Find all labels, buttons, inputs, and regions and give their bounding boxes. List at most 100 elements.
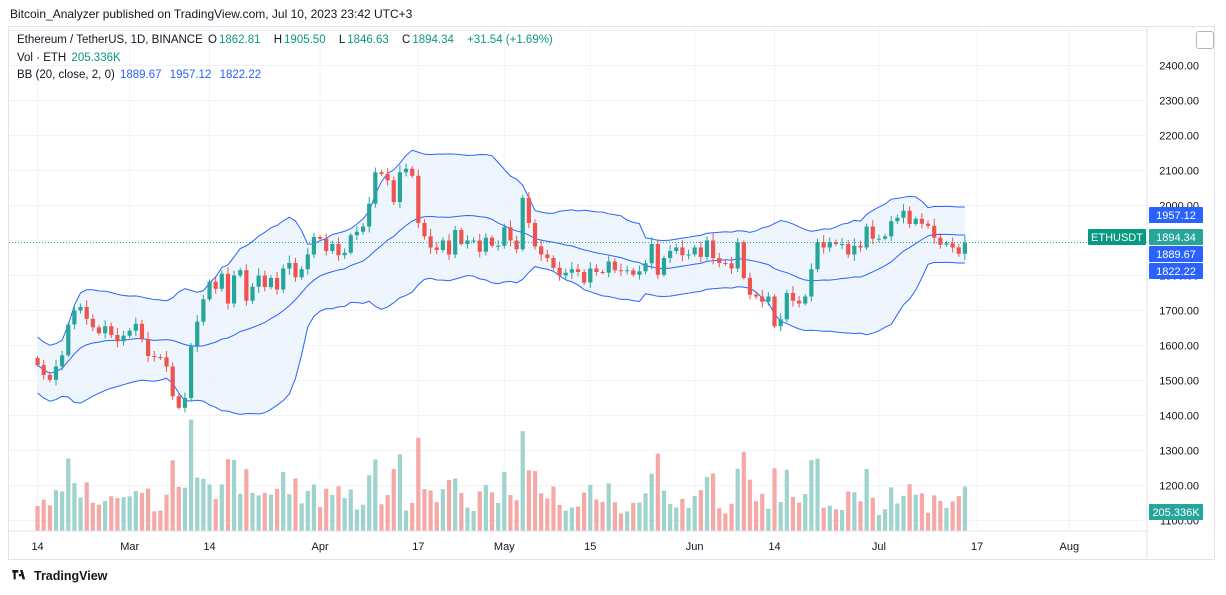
volume-bar [35,506,40,531]
x-tick-label: May [494,541,515,553]
volume-bar [760,493,765,531]
candle-body [514,240,519,250]
candle-body [262,275,267,288]
candle-body [784,293,789,320]
candle-body [440,240,445,250]
volume-bar [944,507,949,531]
volume-bar [680,498,685,531]
candle-body [907,210,912,225]
chart-frame[interactable] [8,26,1215,560]
x-tick-label: 14 [203,541,215,553]
candle-body [152,356,157,358]
candle-body [72,310,77,325]
candle-body [188,346,194,398]
candle-body [649,244,654,264]
candle-body [643,263,648,272]
volume-bar [287,494,292,531]
candle-body [434,247,439,250]
candle-body [821,242,826,248]
volume-bar [784,469,789,531]
volume-bar [293,478,298,531]
volume-bar [729,503,734,531]
bb-lower-tag: 1822.22 [1156,266,1196,278]
candle-body [723,262,728,264]
legend-close: 1894.34 [412,34,454,46]
volume-bar [305,490,310,531]
volume-bar [225,459,231,531]
candle-body [53,366,59,380]
candle-body [90,318,95,328]
y-tick-label: 2400.00 [1159,61,1199,73]
volume-bar [563,510,568,531]
volume-bar [655,453,660,531]
legend-volume-value: 205.336K [71,52,121,64]
candle-body [496,245,501,247]
candle-body [182,398,188,408]
candle-body [895,217,900,222]
legend-bb-lower: 1822.22 [219,69,262,81]
volume-bar [625,511,630,531]
volume-bar [465,507,470,531]
candle-body [539,246,544,255]
volume-bar [133,491,138,531]
candle-body [502,227,507,246]
candle-body [803,296,808,304]
volume-bar [938,501,943,531]
bb-lower-tag-box [1149,263,1203,279]
bb-basis-tag: 1889.67 [1156,249,1196,261]
volume-bar [440,489,445,531]
last-price-tag: 1894.34 [1156,232,1196,244]
candle-body [950,243,955,248]
candle-body [606,261,611,273]
volume-bar [508,495,513,531]
legend-change: +31.54 (+1.69%) [467,34,553,46]
volume-bar [741,451,746,531]
volume-bar [152,511,157,531]
volume-bar [790,496,796,531]
volume-bar [846,491,851,531]
candle-body [766,296,771,302]
candle-body [158,357,163,359]
chart-settings-icon[interactable] [1196,31,1214,49]
y-tick-label: 1600.00 [1159,341,1199,353]
candle-body [268,277,274,288]
volume-bar [47,505,52,531]
candle-body [594,268,599,272]
volume-bar [637,502,642,531]
y-tick-label: 1200.00 [1159,481,1199,493]
candle-body [588,268,593,283]
volume-bar [231,460,237,531]
volume-bar [539,493,544,531]
volume-tag-box [1149,504,1203,520]
candle-body [195,321,200,347]
candle-body [403,168,409,173]
candle-body [796,300,802,304]
last-price-tag-box [1149,229,1203,245]
candle-body [637,271,642,275]
candle-body [569,269,574,273]
volume-bar [299,503,304,531]
candle-body [698,247,703,257]
y-tick-label: 1700.00 [1159,306,1199,318]
candle-body [397,172,403,202]
candle-body [704,240,710,257]
candle-body [274,277,280,290]
volume-bar [397,454,403,531]
volume-bar [520,431,525,531]
candle-body [692,247,697,255]
volume-bar [882,509,888,531]
legend-symbol: Ethereum / TetherUS, 1D, BINANCE [17,34,203,46]
candle-body [870,226,875,239]
volume-bar [428,490,433,531]
candle-body [631,270,636,275]
bb-upper-line [37,149,965,346]
candle-body [176,396,181,408]
candle-body [256,275,261,287]
candle-body [428,236,433,248]
candle-body [416,175,421,223]
volume-bar [121,497,126,531]
y-tick-label: 2300.00 [1159,96,1199,108]
candle-body [790,293,796,301]
volume-bar [164,494,169,531]
